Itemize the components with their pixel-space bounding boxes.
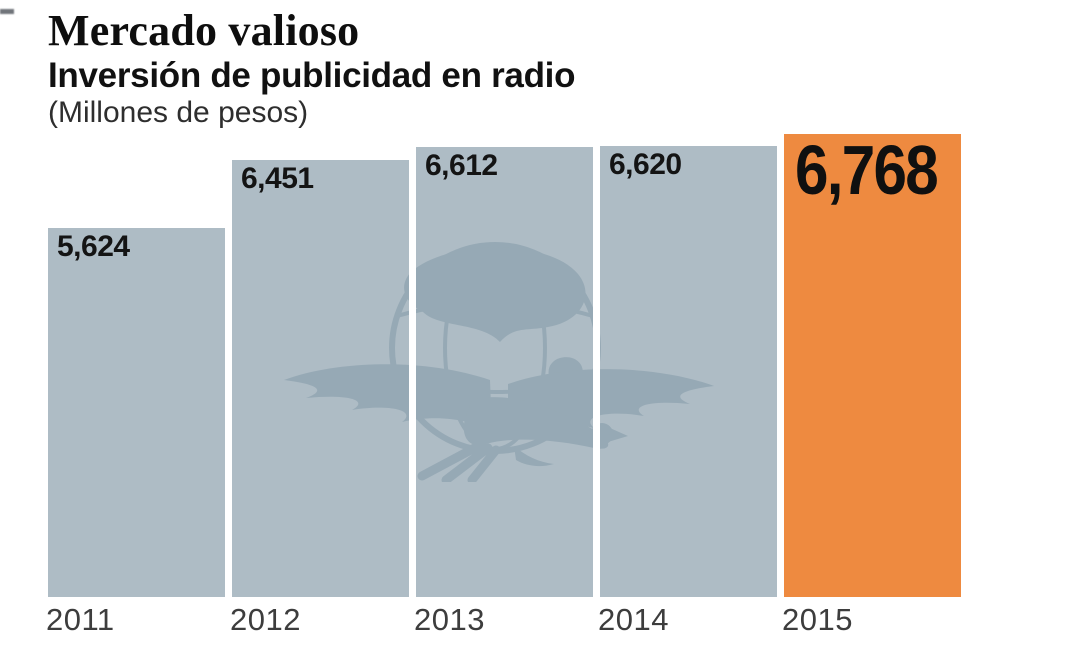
bar-gap-separator <box>409 128 416 597</box>
bar-2014: 6,620 <box>600 146 777 597</box>
bar-2012: 6,451 <box>232 160 409 597</box>
bar-value-label: 6,768 <box>795 131 939 209</box>
x-axis-label-2014: 2014 <box>598 602 669 637</box>
bar-2013: 6,612 <box>416 147 593 597</box>
bar-2011: 5,624 <box>48 228 225 597</box>
stray-mark <box>0 9 14 14</box>
x-axis-label-2012: 2012 <box>230 602 301 637</box>
bar-value-label: 6,451 <box>241 162 314 195</box>
bar-value-label: 6,612 <box>425 149 498 182</box>
bar-value-label: 6,620 <box>609 148 682 181</box>
bar-value-label: 5,624 <box>57 230 130 263</box>
chart-subtitle: Inversión de publicidad en radio <box>48 56 576 96</box>
x-axis-label-2013: 2013 <box>414 602 485 637</box>
chart-header: Mercado valioso Inversión de publicidad … <box>48 6 576 130</box>
bar-gap-separator <box>777 128 784 597</box>
chart-units-note: (Millones de pesos) <box>48 96 309 130</box>
bar-gap-separator <box>225 128 232 597</box>
bar-2015: 6,768 <box>784 134 961 597</box>
x-axis-label-2015: 2015 <box>782 602 853 637</box>
chart-title: Mercado valioso <box>48 6 360 55</box>
bar-gap-separator <box>593 128 600 597</box>
x-axis-label-2011: 2011 <box>46 602 115 637</box>
